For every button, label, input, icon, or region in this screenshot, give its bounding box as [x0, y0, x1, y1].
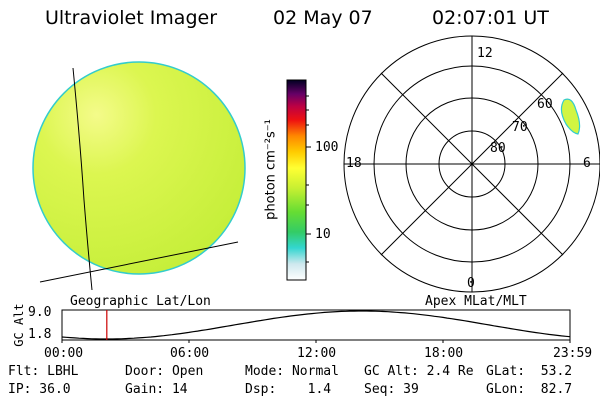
color-bar	[286, 79, 311, 281]
longitude-line	[72, 67, 93, 291]
color-bar-scale	[286, 79, 307, 281]
altitude-xtick-label-1: 06:00	[170, 346, 210, 361]
colorbar-axis-label: photon cm⁻²s⁻¹	[263, 119, 279, 220]
info-seq: Seq: 39	[364, 382, 419, 397]
info-door: Door: Open	[125, 364, 204, 379]
mlat-label-60: 60	[537, 97, 553, 112]
geographic-caption: Geographic Lat/Lon	[70, 294, 211, 309]
polar-plot	[343, 35, 600, 293]
latitude-line	[39, 241, 239, 283]
altitude-xtick-label-2: 12:00	[297, 346, 337, 361]
mlt-label-6: 6	[583, 156, 591, 171]
altitude-xtick-label-0: 00:00	[44, 346, 84, 361]
info-dsp: Dsp: 1.4	[245, 382, 332, 397]
apex-caption: Apex MLat/MLT	[425, 294, 527, 309]
altitude-plot	[61, 309, 571, 343]
info-gain: Gain: 14	[125, 382, 188, 397]
info-mode: Mode: Normal	[245, 364, 339, 379]
altitude-ytick-min: 1.8	[28, 327, 52, 342]
altitude-xtick-label-4: 23:59	[553, 346, 593, 361]
info-glon: GLon: 82.7	[486, 382, 573, 397]
info-gc-alt: GC Alt: 2.4 Re	[364, 364, 474, 379]
colorbar-tick-label-100: 100	[315, 140, 339, 155]
altitude-ytick-max: 9.0	[28, 305, 52, 320]
instrument-title: Ultraviolet Imager	[45, 7, 218, 29]
polar-diagonal-2	[380, 72, 564, 256]
geographic-image	[32, 61, 246, 291]
earth-disk	[32, 61, 246, 275]
mlt-label-18: 18	[346, 156, 362, 171]
info-glat: GLat: 53.2	[486, 364, 573, 379]
altitude-frame	[61, 309, 571, 341]
altitude-xtick-label-3: 18:00	[424, 346, 464, 361]
info-flt: Flt: LBHL	[8, 364, 79, 379]
mlat-label-70: 70	[512, 120, 528, 135]
mlat-label-80: 80	[490, 141, 506, 156]
altitude-curve	[61, 310, 571, 340]
mlt-label-12: 12	[477, 46, 493, 61]
altitude-ylabel: GC Alt	[12, 303, 26, 347]
info-ip: IP: 36.0	[8, 382, 71, 397]
auroral-patch	[560, 98, 581, 135]
time-label: 02:07:01 UT	[432, 7, 549, 29]
date-label: 02 May 07	[273, 7, 373, 29]
mlt-label-0: 0	[467, 276, 475, 291]
colorbar-tick-label-10: 10	[315, 227, 331, 242]
